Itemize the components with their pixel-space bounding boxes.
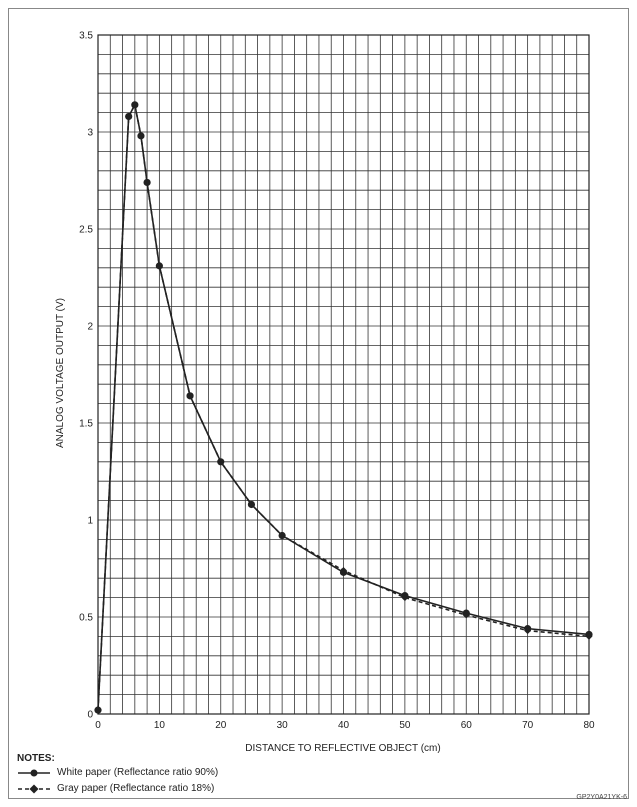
data-point-gray-paper	[155, 262, 163, 270]
legend-solid-circle-icon	[18, 769, 50, 776]
x-tick-label: 80	[583, 720, 595, 731]
data-point-gray-paper	[217, 458, 225, 466]
data-point-gray-paper	[131, 101, 139, 109]
data-point-gray-paper	[137, 132, 145, 140]
data-point-gray-paper	[125, 112, 133, 120]
chart: 0 10 20 30 40 50 60 70 80 0 0.5 1 1.5 2 2.5 3 3.5 DISTAN…	[55, 31, 595, 755]
series-markers	[94, 101, 593, 714]
y-axis-label: ANALOG VOLTAGE OUTPUT (V)	[55, 298, 66, 448]
y-tick-label: 1.5	[79, 419, 93, 430]
notes-title: NOTES:	[17, 753, 55, 764]
plot-area-border	[97, 34, 590, 715]
legend-dashed-diamond-icon	[18, 784, 50, 793]
y-tick-label: 2.5	[79, 225, 93, 236]
figure-code: GP2Y0A21YK-6	[576, 794, 627, 801]
data-point-gray-paper	[186, 392, 194, 400]
legend-gray-label: Gray paper (Reflectance ratio 18%)	[57, 783, 215, 794]
y-tick-label: 0.5	[79, 613, 93, 624]
y-tick-label: 1	[87, 516, 93, 527]
tick-labels: 0 10 20 30 40 50 60 70 80 0 0.5 1 1.5 2 2.5 3 3.5	[79, 31, 595, 732]
y-tick-label: 0	[87, 710, 93, 721]
grid	[97, 34, 590, 715]
x-tick-label: 60	[461, 720, 473, 731]
data-point-gray-paper	[462, 611, 470, 619]
data-point-gray-paper	[340, 566, 347, 574]
x-tick-label: 20	[215, 720, 227, 731]
y-tick-label: 3	[87, 128, 93, 139]
x-tick-label: 40	[338, 720, 350, 731]
data-point-gray-paper	[524, 627, 532, 635]
y-tick-label: 2	[87, 322, 93, 333]
y-tick-label: 3.5	[79, 31, 93, 42]
legend-gray-paper: Gray paper (Reflectance ratio 18%)	[17, 783, 214, 794]
data-point-gray-paper	[278, 532, 286, 540]
x-tick-label: 30	[277, 720, 289, 731]
legend-white-paper: White paper (Reflectance ratio 90%)	[17, 767, 218, 778]
x-tick-label: 50	[399, 720, 411, 731]
data-point-gray-paper	[94, 706, 102, 714]
x-tick-label: 0	[95, 720, 101, 731]
data-point-gray-paper	[143, 178, 151, 186]
x-tick-label: 10	[154, 720, 166, 731]
x-axis-label: DISTANCE TO REFLECTIVE OBJECT (cm)	[245, 743, 440, 754]
figure-frame	[8, 8, 629, 799]
x-tick-label: 70	[522, 720, 534, 731]
data-point-gray-paper	[247, 500, 255, 508]
data-point-gray-paper	[401, 594, 409, 602]
legend-white-label: White paper (Reflectance ratio 90%)	[57, 767, 219, 778]
data-point-gray-paper	[585, 632, 593, 640]
